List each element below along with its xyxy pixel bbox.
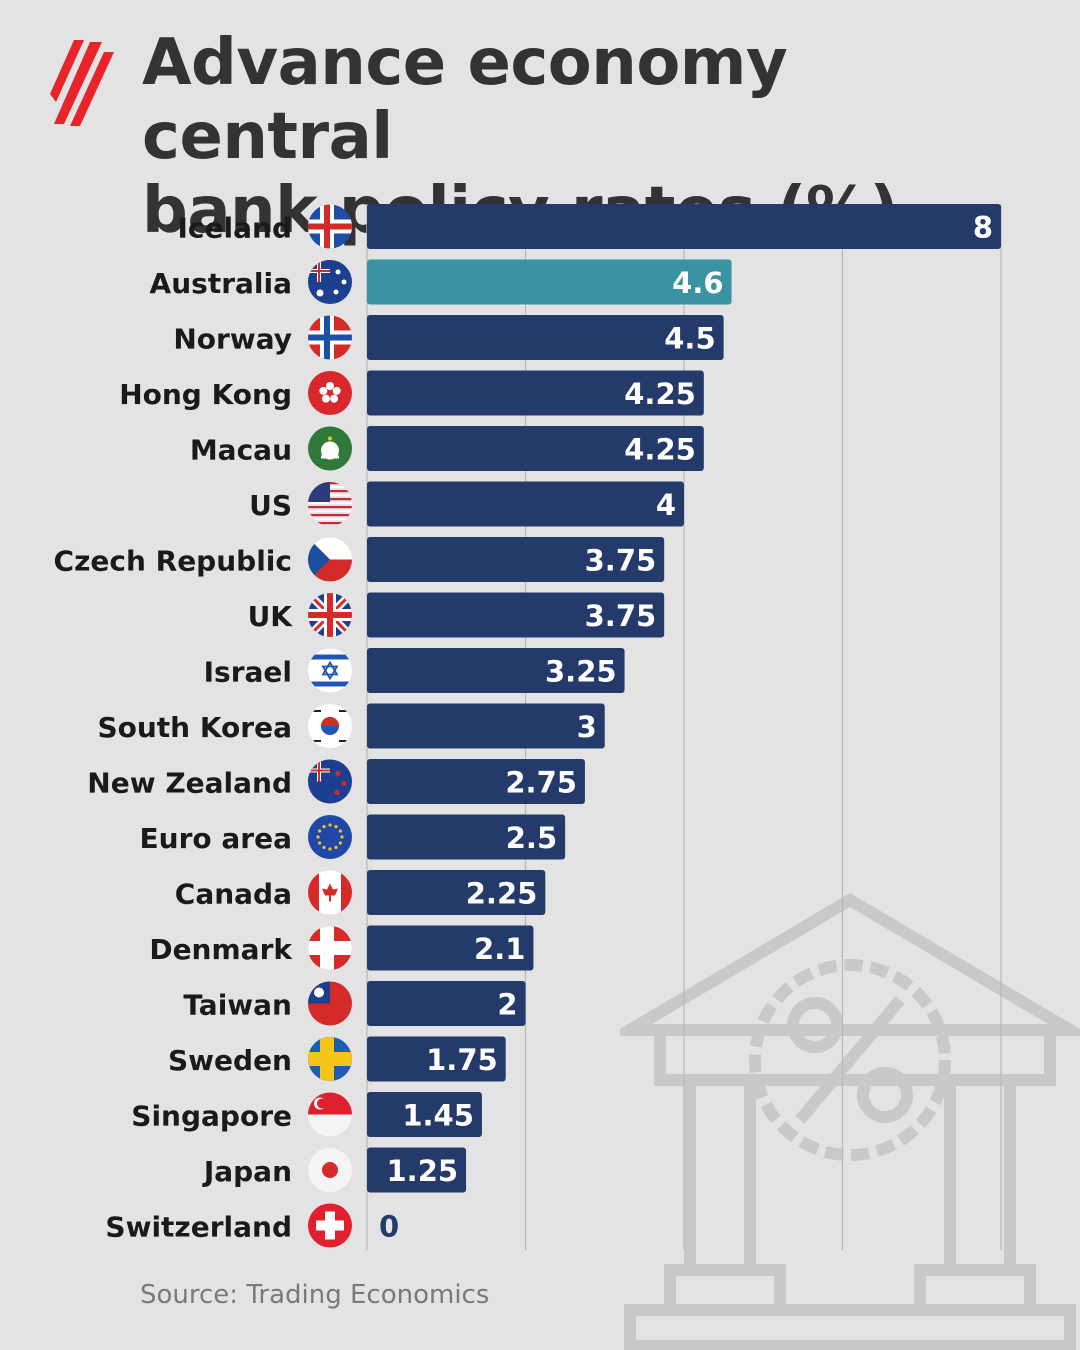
bar-row-us: US 4 (249, 481, 684, 527)
bar-czech-republic (367, 537, 665, 582)
value-label-switzerland: 0 (379, 1210, 399, 1244)
bar-denmark (367, 925, 534, 971)
taiwan-flag-icon (308, 981, 352, 1026)
category-label-sweden: Sweden (168, 1044, 292, 1077)
category-label-switzerland: Switzerland (105, 1211, 292, 1244)
bar-row-hong-kong: Hong Kong 4.25 (119, 370, 704, 416)
category-label-norway: Norway (173, 323, 292, 356)
value-label-iceland: 8 (973, 211, 993, 245)
value-label-israel: 3.25 (545, 655, 617, 689)
category-label-singapore: Singapore (131, 1100, 292, 1133)
iceland-flag-icon (308, 204, 352, 249)
category-label-uk: UK (248, 600, 294, 633)
bar-taiwan (367, 981, 526, 1026)
hong-kong-flag-icon (308, 371, 352, 415)
uk-flag-icon (308, 593, 352, 637)
category-label-australia: Australia (150, 267, 292, 300)
denmark-flag-icon (308, 926, 352, 970)
value-label-canada: 2.25 (466, 877, 538, 911)
bar-canada (367, 870, 546, 915)
value-label-czech-republic: 3.75 (585, 544, 657, 578)
category-label-taiwan: Taiwan (183, 989, 292, 1022)
value-label-new-zealand: 2.75 (505, 766, 577, 800)
bank-watermark-icon (620, 893, 1080, 1350)
bar-row-sweden: Sweden 1.75 (168, 1036, 506, 1082)
title-line-1: Advance economy central (142, 26, 788, 174)
value-label-japan: 1.25 (387, 1154, 459, 1188)
bar-row-euro-area: Euro area 2.5 (140, 814, 566, 860)
bar-row-switzerland: Switzerland 0 (105, 1203, 399, 1248)
bar-row-norway: Norway 4.5 (173, 315, 724, 360)
japan-flag-icon (308, 1148, 352, 1192)
new-zealand-flag-icon (308, 759, 352, 804)
bar-row-south-korea: South Korea 3 (97, 703, 605, 749)
sbs-logo-icon (50, 40, 114, 126)
bar-us (367, 481, 684, 527)
value-label-sweden: 1.75 (426, 1043, 498, 1077)
bar-norway (367, 315, 724, 360)
category-label-us: US (249, 489, 292, 522)
bar-uk (367, 592, 665, 638)
bar-row-canada: Canada 2.25 (175, 870, 546, 915)
sweden-flag-icon (308, 1037, 352, 1081)
category-label-denmark: Denmark (149, 933, 293, 966)
category-label-israel: Israel (204, 656, 292, 689)
value-label-hong-kong: 4.25 (624, 377, 696, 411)
norway-flag-icon (308, 315, 352, 360)
value-label-taiwan: 2 (497, 988, 517, 1022)
bar-new-zealand (367, 759, 585, 804)
bar-singapore (367, 1092, 482, 1137)
bar-israel (367, 648, 625, 693)
bar-row-israel: Israel 3.25 (204, 648, 625, 693)
value-label-macau: 4.25 (624, 433, 696, 467)
value-label-singapore: 1.45 (402, 1099, 474, 1133)
category-label-south-korea: South Korea (97, 711, 292, 744)
us-flag-icon (308, 482, 352, 525)
bar-japan (367, 1147, 467, 1193)
czech-republic-flag-icon (308, 537, 352, 582)
bar-row-australia: Australia 4.6 (150, 259, 732, 305)
bar-macau (367, 426, 704, 471)
macau-flag-icon (308, 426, 352, 471)
category-label-hong-kong: Hong Kong (119, 378, 292, 411)
category-label-canada: Canada (175, 878, 292, 911)
category-label-czech-republic: Czech Republic (54, 545, 292, 578)
category-label-euro-area: Euro area (140, 822, 292, 855)
value-label-australia: 4.6 (672, 266, 723, 300)
value-label-euro-area: 2.5 (506, 821, 557, 855)
category-label-new-zealand: New Zealand (87, 767, 292, 800)
category-label-iceland: Iceland (178, 212, 292, 245)
bar-sweden (367, 1036, 506, 1082)
bar-australia (367, 259, 732, 305)
bar-row-macau: Macau 4.25 (190, 426, 704, 471)
bar-row-czech-republic: Czech Republic 3.75 (54, 537, 665, 582)
bar-hong-kong (367, 370, 704, 416)
bar-iceland (367, 204, 1001, 249)
bar-row-taiwan: Taiwan 2 (183, 981, 526, 1026)
bar-row-denmark: Denmark 2.1 (149, 925, 534, 971)
south-korea-flag-icon (308, 704, 352, 748)
canada-flag-icon (308, 870, 352, 915)
value-label-uk: 3.75 (585, 599, 657, 633)
singapore-flag-icon (308, 1092, 352, 1137)
bar-row-japan: Japan 1.25 (202, 1147, 467, 1193)
israel-flag-icon (308, 648, 352, 693)
value-label-norway: 4.5 (664, 322, 715, 356)
bar-row-new-zealand: New Zealand 2.75 (87, 759, 585, 804)
bar-row-uk: UK 3.75 (248, 592, 665, 638)
source-note: Source: Trading Economics (140, 1280, 490, 1310)
value-label-denmark: 2.1 (474, 932, 525, 966)
value-label-south-korea: 3 (577, 710, 597, 744)
bar-south-korea (367, 703, 605, 749)
category-label-japan: Japan (202, 1155, 292, 1188)
bar-euro-area (367, 814, 566, 860)
bar-row-singapore: Singapore 1.45 (131, 1092, 482, 1137)
australia-flag-icon (308, 260, 352, 304)
value-label-us: 4 (656, 488, 676, 522)
category-label-macau: Macau (190, 434, 292, 467)
euro-area-flag-icon (308, 815, 352, 859)
bar-row-iceland: Iceland 8 (178, 204, 1001, 249)
switzerland-flag-icon (308, 1203, 352, 1248)
